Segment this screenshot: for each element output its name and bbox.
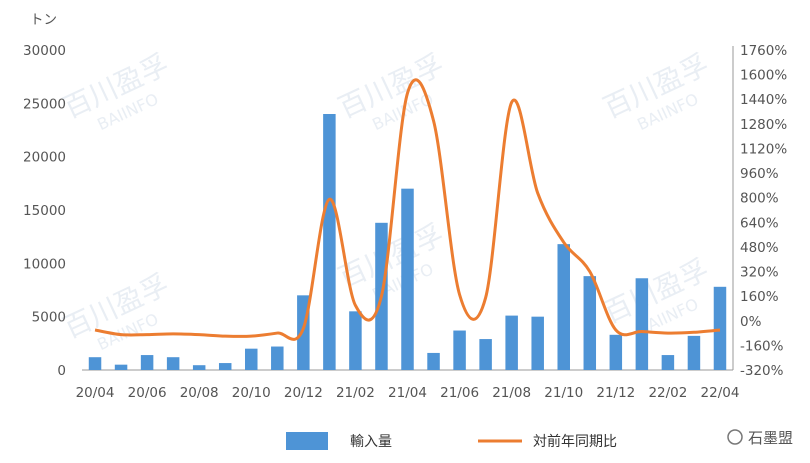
bar	[114, 364, 128, 370]
bar	[427, 352, 440, 370]
bar	[557, 244, 570, 370]
wechat-icon	[727, 429, 743, 445]
y-left-tick-label: 0	[57, 363, 66, 379]
y-right-tick-label: 1120%	[740, 141, 787, 157]
bar	[88, 357, 102, 370]
bar	[245, 348, 258, 370]
y-right-tick-label: 1440%	[740, 92, 787, 108]
yoy-line	[94, 78, 721, 341]
y-left-unit-label: トン	[30, 12, 57, 28]
y-right-tick-label: 480%	[740, 240, 779, 256]
x-tick-label: 22/02	[648, 385, 687, 401]
y-left-tick-label: 25000	[23, 96, 66, 112]
x-tick-label: 20/04	[76, 385, 115, 401]
bar	[505, 315, 518, 370]
bar	[479, 339, 492, 370]
y-right-tick-label: 0%	[740, 314, 762, 330]
y-left-tick-label: 10000	[23, 256, 66, 272]
y-right-tick-label: 960%	[740, 166, 779, 182]
bar	[271, 346, 284, 370]
bar	[661, 355, 675, 370]
bar	[713, 286, 727, 370]
x-tick-label: 21/08	[492, 385, 531, 401]
x-tick-label: 21/04	[388, 385, 427, 401]
y-right-tick-label: 320%	[740, 265, 779, 281]
x-tick-label: 20/06	[128, 385, 167, 401]
y-right-tick-label: 1280%	[740, 117, 787, 133]
y-left-tick-label: 15000	[23, 203, 66, 219]
x-tick-label: 20/10	[232, 385, 271, 401]
bar	[192, 365, 206, 370]
y-left-tick-label: 20000	[23, 150, 66, 166]
bar	[453, 330, 466, 370]
bar	[583, 276, 597, 370]
y-right-tick-label: 160%	[740, 289, 779, 305]
x-tick-label: 20/12	[284, 385, 323, 401]
y-right-tick-label: 800%	[740, 191, 779, 207]
x-tick-label: 22/04	[701, 385, 740, 401]
bar	[401, 188, 414, 370]
bar	[218, 363, 232, 370]
legend-bar-swatch	[286, 432, 328, 450]
bar	[140, 355, 154, 370]
y-right-tick-label: -320%	[740, 363, 784, 379]
y-right-tick-label: -160%	[740, 338, 784, 354]
bar	[323, 114, 336, 370]
y-left-tick-label: 5000	[32, 310, 66, 326]
bar	[635, 278, 649, 370]
bar	[349, 311, 362, 370]
legend-line-label: 対前年同期比	[533, 433, 617, 450]
x-tick-label: 21/06	[440, 385, 479, 401]
y-right-tick-label: 1760%	[740, 43, 787, 59]
x-tick-label: 21/12	[596, 385, 635, 401]
x-tick-label: 21/10	[544, 385, 583, 401]
x-tick-label: 20/08	[180, 385, 219, 401]
x-tick-label: 21/02	[336, 385, 375, 401]
y-right-tick-label: 1600%	[740, 68, 787, 84]
bar	[609, 334, 623, 370]
y-right-tick-label: 640%	[740, 215, 779, 231]
bar	[687, 335, 701, 370]
brand-logo-text: 石墨盟	[748, 429, 793, 447]
bar	[166, 357, 180, 370]
legend-bar-label: 輸入量	[350, 434, 392, 450]
bar	[531, 316, 544, 370]
y-left-tick-label: 30000	[23, 43, 66, 59]
